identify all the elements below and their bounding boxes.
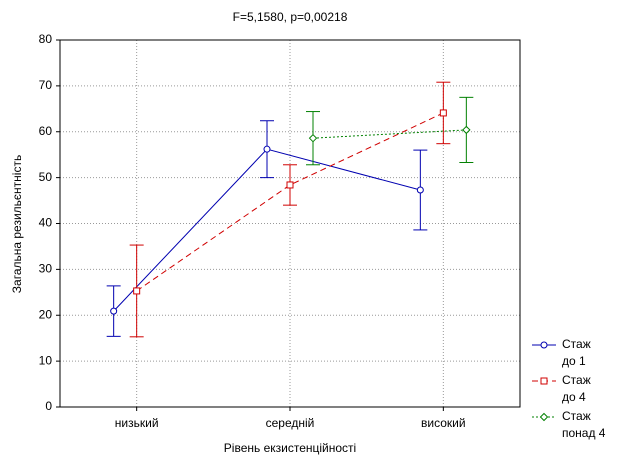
marker bbox=[439, 109, 447, 117]
marker bbox=[416, 186, 424, 194]
y-tick-label: 80 bbox=[39, 32, 53, 46]
marker bbox=[133, 287, 141, 295]
plot-frame bbox=[59, 39, 521, 408]
y-tick-label: 70 bbox=[39, 78, 53, 92]
y-tick-label: 50 bbox=[39, 170, 53, 184]
chart-title: F=5,1580, p=0,00218 bbox=[233, 10, 348, 24]
y-axis-label: Загальна резильєнтність bbox=[10, 155, 24, 293]
y-tick-label: 30 bbox=[39, 262, 53, 276]
legend-label: Стаж понад 4 bbox=[562, 409, 606, 440]
y-tick-label: 20 bbox=[39, 307, 53, 321]
legend-marker bbox=[540, 377, 548, 385]
y-tick-label: 10 bbox=[39, 353, 53, 367]
marker bbox=[462, 125, 471, 135]
x-tick-label: низький bbox=[115, 416, 159, 430]
x-tick-label: середній bbox=[266, 416, 315, 430]
legend-label: Стаж до 1 bbox=[562, 337, 591, 368]
legend-label: Стаж до 4 bbox=[562, 373, 591, 404]
marker bbox=[308, 133, 318, 143]
legend-marker bbox=[539, 412, 549, 422]
marker bbox=[110, 307, 118, 315]
marker bbox=[263, 145, 271, 153]
y-tick-label: 60 bbox=[39, 124, 53, 138]
series-line bbox=[312, 129, 467, 139]
marker bbox=[286, 181, 294, 189]
x-tick-label: високий bbox=[421, 416, 466, 430]
y-tick-label: 0 bbox=[45, 399, 52, 413]
legend-marker bbox=[540, 341, 548, 349]
x-axis-label: Рівень екзистенційності bbox=[224, 441, 356, 455]
series-line bbox=[136, 112, 444, 292]
y-tick-label: 40 bbox=[39, 216, 53, 230]
